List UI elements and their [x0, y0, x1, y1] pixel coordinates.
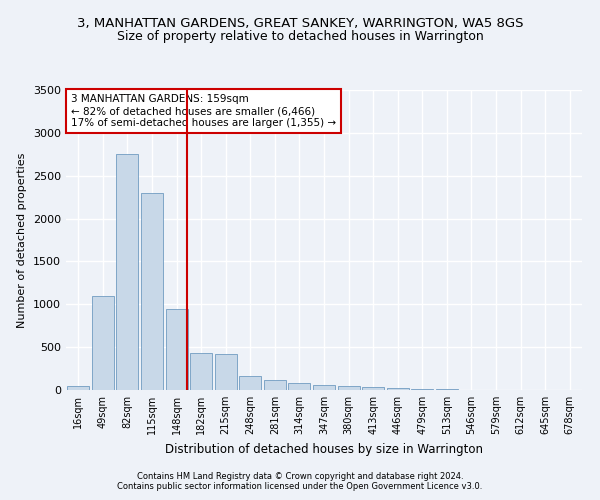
Bar	[264, 380, 286, 390]
Bar	[289, 382, 310, 390]
Bar	[386, 388, 409, 390]
Bar	[116, 154, 139, 390]
Text: 3 MANHATTAN GARDENS: 159sqm
← 82% of detached houses are smaller (6,466)
17% of : 3 MANHATTAN GARDENS: 159sqm ← 82% of det…	[71, 94, 336, 128]
Bar	[166, 308, 188, 390]
Bar	[411, 389, 433, 390]
X-axis label: Distribution of detached houses by size in Warrington: Distribution of detached houses by size …	[165, 442, 483, 456]
Text: Contains HM Land Registry data © Crown copyright and database right 2024.: Contains HM Land Registry data © Crown c…	[137, 472, 463, 481]
Y-axis label: Number of detached properties: Number of detached properties	[17, 152, 28, 328]
Bar	[92, 296, 114, 390]
Bar	[313, 386, 335, 390]
Bar	[215, 354, 237, 390]
Bar	[239, 376, 262, 390]
Bar	[141, 193, 163, 390]
Bar	[338, 386, 359, 390]
Text: 3, MANHATTAN GARDENS, GREAT SANKEY, WARRINGTON, WA5 8GS: 3, MANHATTAN GARDENS, GREAT SANKEY, WARR…	[77, 18, 523, 30]
Text: Contains public sector information licensed under the Open Government Licence v3: Contains public sector information licen…	[118, 482, 482, 491]
Bar	[190, 353, 212, 390]
Bar	[362, 388, 384, 390]
Text: Size of property relative to detached houses in Warrington: Size of property relative to detached ho…	[116, 30, 484, 43]
Bar	[67, 386, 89, 390]
